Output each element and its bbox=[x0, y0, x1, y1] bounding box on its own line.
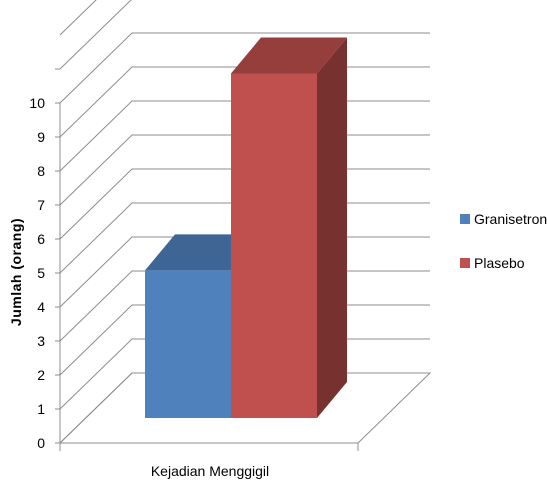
y-tick-label: 5 bbox=[37, 265, 45, 281]
bar-plasebo bbox=[231, 37, 347, 419]
bar-front-face bbox=[231, 73, 317, 419]
y-tick-label: 1 bbox=[37, 401, 45, 417]
bar-front-face bbox=[145, 270, 231, 418]
legend-label-plasebo: Plasebo bbox=[474, 255, 525, 271]
y-tick-label: 9 bbox=[37, 129, 45, 145]
y-tick-label: 0 bbox=[37, 435, 45, 451]
bar-side-face bbox=[317, 37, 347, 419]
gridline bbox=[59, 0, 132, 70]
legend-label-granisetron: Granisetron bbox=[474, 211, 547, 227]
y-tick-label: 10 bbox=[29, 95, 45, 111]
y-tick-label: 6 bbox=[37, 231, 45, 247]
x-category-label: Kejadian Menggigil bbox=[151, 463, 269, 479]
y-tick-label: 8 bbox=[37, 163, 45, 179]
gridline bbox=[59, 32, 430, 104]
y-axis-title: Jumlah (orang) bbox=[8, 218, 24, 326]
y-tick-label: 3 bbox=[37, 333, 45, 349]
gridline bbox=[59, 0, 97, 36]
legend-swatch-plasebo bbox=[460, 258, 470, 268]
bars bbox=[145, 37, 347, 419]
legend: Granisetron Plasebo bbox=[460, 211, 547, 271]
y-tick-label: 7 bbox=[37, 197, 45, 213]
legend-swatch-granisetron bbox=[460, 214, 470, 224]
y-tick-labels: 0 1 2 3 4 5 6 7 8 9 10 bbox=[29, 95, 45, 451]
y-tick-label: 2 bbox=[37, 367, 45, 383]
bar-top-face bbox=[231, 37, 347, 74]
y-tick-label: 4 bbox=[37, 299, 45, 315]
